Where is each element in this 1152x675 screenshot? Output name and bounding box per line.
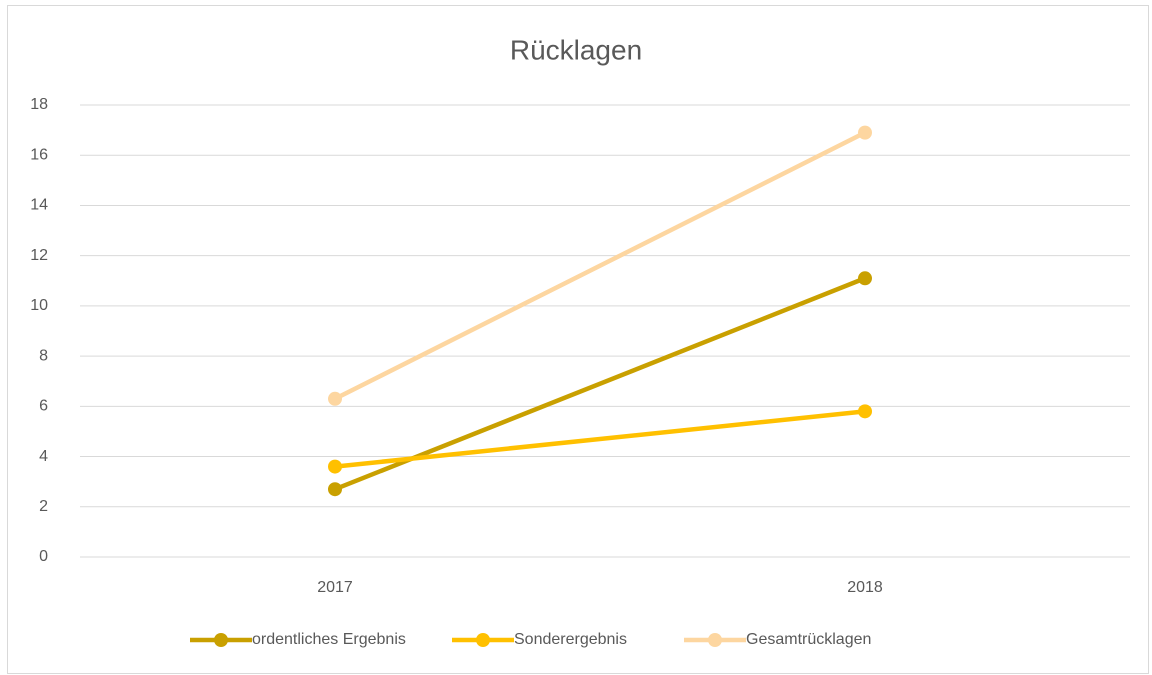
series-line [332,409,868,469]
legend-marker [476,633,490,647]
y-tick-label: 8 [39,347,48,364]
y-tick-label: 16 [30,146,48,163]
legend-label: Gesamtrücklagen [746,631,871,648]
y-tick-label: 2 [39,498,48,515]
legend-marker [708,633,722,647]
y-tick-label: 14 [30,197,48,214]
data-point [858,125,872,140]
y-tick-label: 4 [39,448,48,465]
chart-title: Rücklagen [510,34,642,65]
y-tick-label: 6 [39,398,48,415]
legend-label: ordentliches Ergebnis [252,631,406,648]
data-point [328,482,342,497]
series-line [332,276,868,492]
series-line [332,130,868,402]
x-tick-label: 2017 [317,579,353,596]
y-tick-label: 18 [30,96,48,113]
data-point [328,459,342,474]
y-tick-label: 12 [30,247,48,264]
legend-marker [214,633,228,647]
x-tick-label: 2018 [847,579,883,596]
data-point [858,404,872,419]
chart-frame [7,5,1149,674]
data-point [328,391,342,406]
y-tick-label: 10 [30,297,48,314]
legend-label: Sonderergebnis [514,631,627,648]
data-point [858,271,872,286]
y-tick-label: 0 [39,548,48,565]
